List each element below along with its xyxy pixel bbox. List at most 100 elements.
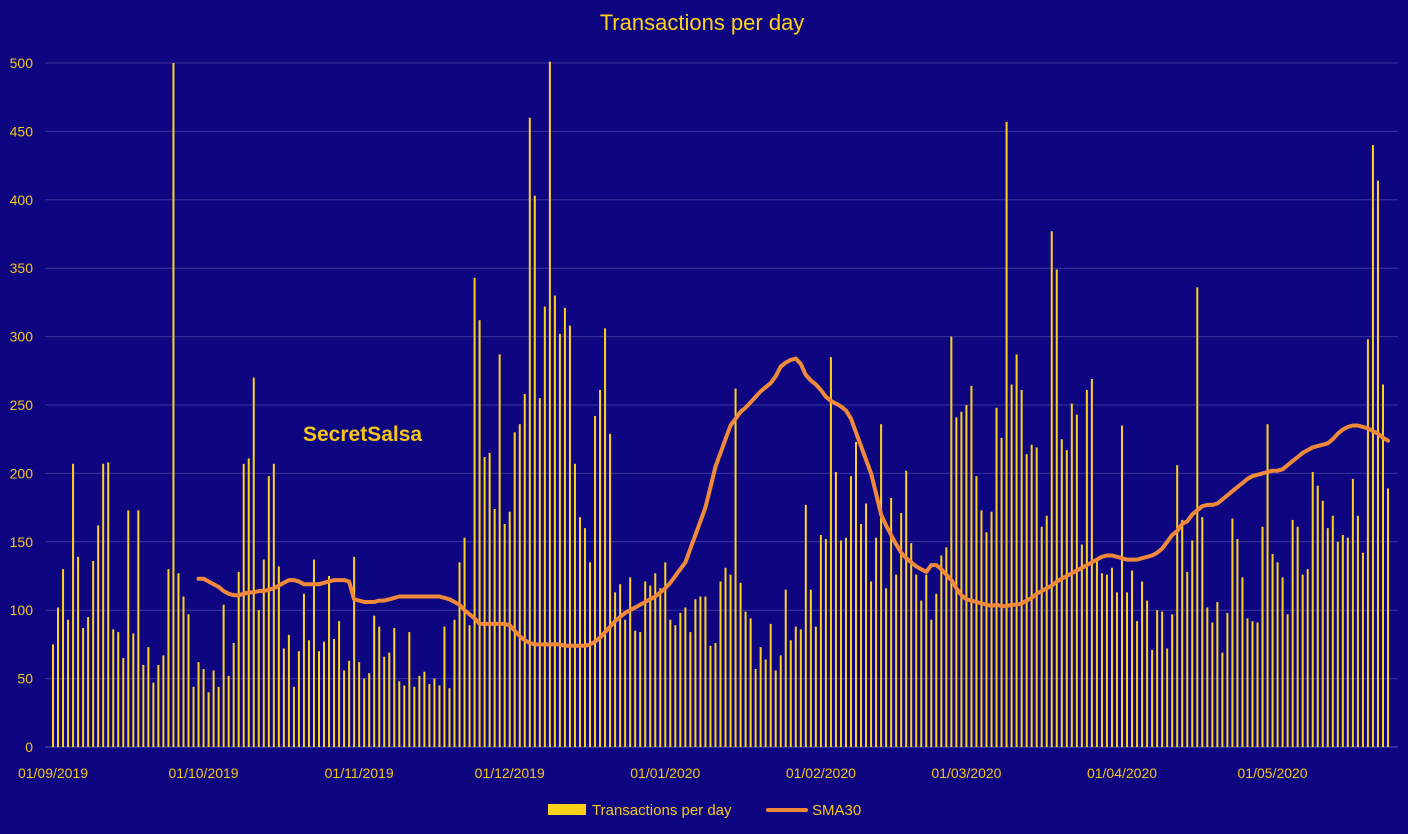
bar: [82, 627, 85, 747]
bar: [1005, 121, 1008, 748]
bar: [925, 574, 928, 747]
x-tick-label: 01/12/2019: [475, 765, 545, 781]
bar: [338, 621, 341, 747]
bar: [1105, 574, 1108, 747]
bar: [1020, 389, 1023, 747]
bar: [1211, 622, 1214, 747]
bar: [242, 463, 245, 747]
bar: [368, 673, 371, 747]
bar: [107, 462, 110, 747]
bar: [950, 336, 953, 747]
bar: [277, 566, 280, 747]
bar: [297, 651, 300, 747]
bar: [307, 640, 310, 747]
bar: [855, 441, 858, 747]
bar: [849, 476, 852, 747]
bar: [1336, 541, 1339, 747]
y-tick-label: 200: [10, 465, 34, 481]
bar: [1131, 570, 1134, 747]
legend-label-bars: Transactions per day: [592, 802, 732, 819]
bar: [1376, 180, 1379, 747]
x-tick-label: 01/04/2020: [1087, 765, 1157, 781]
bar: [895, 574, 898, 747]
bar: [839, 540, 842, 747]
bar: [1296, 526, 1299, 747]
bar: [759, 647, 762, 747]
bar: [503, 524, 506, 747]
bar: [1387, 488, 1389, 747]
bar: [844, 537, 847, 747]
bar: [1196, 287, 1199, 747]
bar: [875, 537, 878, 747]
bar: [905, 470, 908, 747]
bar: [433, 678, 436, 747]
bar: [1291, 519, 1294, 747]
bar: [52, 644, 54, 747]
bar: [247, 458, 250, 747]
x-tick-label: 01/05/2020: [1238, 765, 1308, 781]
bar: [77, 556, 80, 747]
bar: [1161, 611, 1164, 747]
bar: [1226, 612, 1229, 747]
bar: [1301, 574, 1304, 747]
bar: [237, 571, 240, 747]
y-tick-label: 150: [10, 534, 34, 550]
bar: [1191, 540, 1194, 747]
bar: [1065, 450, 1068, 747]
bar: [1100, 573, 1103, 747]
x-tick-label: 01/09/2019: [18, 765, 88, 781]
bar: [714, 643, 717, 747]
bar: [343, 670, 346, 747]
bar: [664, 562, 667, 747]
bar: [940, 555, 943, 747]
y-tick-label: 0: [25, 739, 33, 755]
bar: [473, 277, 476, 747]
bar: [1366, 339, 1369, 747]
bar: [1246, 618, 1249, 747]
bar: [1085, 389, 1088, 747]
y-tick-label: 350: [10, 260, 34, 276]
bar: [147, 647, 150, 747]
legend: Transactions per day SMA30: [548, 802, 861, 819]
bar: [312, 559, 315, 747]
bar: [1075, 414, 1078, 747]
bar: [317, 651, 320, 747]
bar: [860, 524, 863, 747]
bar: [323, 641, 326, 747]
bar: [955, 417, 958, 747]
chart-annotation: SecretSalsa: [303, 423, 422, 446]
bar: [734, 388, 737, 747]
bar: [1286, 614, 1289, 747]
bar: [418, 675, 421, 747]
bar: [142, 664, 145, 747]
bar: [809, 589, 812, 747]
bar: [1126, 592, 1129, 747]
bar: [127, 510, 130, 747]
bar: [629, 577, 632, 747]
bar: [217, 686, 220, 747]
bar: [403, 685, 406, 747]
bar: [1035, 447, 1038, 747]
x-axis-ticks: 01/09/2019 01/10/2019 01/11/2019 01/12/2019…: [18, 765, 1308, 781]
bar: [1141, 581, 1144, 747]
bar: [162, 655, 165, 747]
bar: [709, 645, 712, 747]
bar: [719, 581, 722, 747]
sma30-line: [196, 356, 1390, 648]
bar: [920, 600, 923, 747]
bar: [373, 615, 376, 747]
bar: [548, 61, 551, 747]
bar: [609, 433, 612, 747]
bar: [1321, 500, 1324, 747]
bar: [1236, 539, 1239, 747]
bar: [57, 607, 60, 747]
bar-series: [52, 61, 1389, 748]
chart-title: Transactions per day: [600, 10, 805, 35]
bar: [488, 452, 491, 747]
bar: [267, 476, 270, 747]
bar: [684, 607, 687, 747]
bar: [167, 569, 170, 747]
bar: [885, 588, 888, 747]
bar: [729, 574, 732, 747]
